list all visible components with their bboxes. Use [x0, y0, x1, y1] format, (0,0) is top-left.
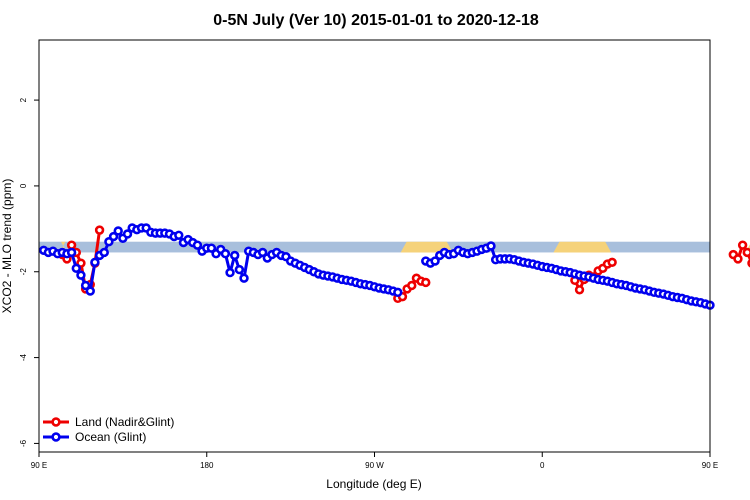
series-ocean — [38, 223, 715, 310]
background-band — [39, 241, 750, 253]
legend-item: Ocean (Glint) — [43, 430, 146, 444]
data-point — [192, 240, 203, 250]
legend-item: Land (Nadir&Glint) — [43, 415, 174, 429]
legend-label: Land (Nadir&Glint) — [75, 415, 174, 429]
band-highlight — [400, 241, 453, 253]
data-point — [407, 280, 417, 291]
data-point — [174, 230, 184, 240]
x-tick-label: 90 E — [702, 461, 718, 470]
legend-marker — [51, 417, 61, 427]
y-tick-label: -6 — [19, 439, 28, 447]
data-point — [85, 286, 95, 296]
data-point — [737, 240, 748, 250]
y-tick-label: 2 — [19, 97, 28, 102]
band-base — [39, 241, 710, 253]
y-tick-label: -4 — [19, 353, 28, 361]
data-point — [122, 229, 133, 239]
data-point — [113, 226, 123, 236]
data-point — [66, 240, 77, 250]
chart-title: 0-5N July (Ver 10) 2015-01-01 to 2020-12… — [213, 12, 539, 29]
band-highlight — [553, 241, 612, 253]
x-axis-label: Longitude (deg E) — [326, 477, 421, 491]
data-point — [99, 247, 109, 258]
data-point — [220, 249, 231, 259]
data-point — [607, 257, 617, 268]
data-point — [90, 257, 100, 268]
data-point — [421, 277, 431, 288]
data-point — [742, 247, 750, 258]
y-tick-label: -2 — [19, 268, 28, 276]
data-point — [230, 250, 240, 261]
data-point — [486, 241, 496, 251]
data-point — [234, 264, 245, 275]
legend-label: Ocean (Glint) — [75, 430, 146, 444]
series-layer — [38, 223, 750, 310]
data-point — [80, 280, 91, 291]
data-point — [76, 270, 86, 280]
data-point — [108, 231, 119, 242]
legend: Land (Nadir&Glint)Ocean (Glint) — [43, 415, 174, 444]
data-point — [94, 225, 105, 235]
x-axis: 90 E 180 90 W 0 90 E — [31, 452, 718, 470]
data-point — [393, 287, 403, 298]
series-line — [732, 243, 750, 263]
y-axis-label: XCO2 - MLO trend (ppm) — [0, 179, 14, 314]
data-point — [733, 254, 743, 264]
data-point — [574, 285, 585, 295]
legend-marker — [51, 432, 61, 442]
data-point — [257, 247, 268, 258]
x-tick-label: 0 — [540, 461, 545, 470]
x-tick-label: 180 — [200, 461, 214, 470]
data-point — [206, 243, 217, 253]
x-tick-label: 90 E — [31, 461, 47, 470]
data-point — [225, 267, 235, 278]
y-axis: 2 0 -2 -4 -6 — [19, 97, 39, 447]
data-point — [239, 273, 249, 283]
x-tick-label: 90 W — [365, 461, 384, 470]
data-point — [66, 247, 77, 258]
y-tick-label: 0 — [19, 183, 28, 188]
data-point — [430, 256, 440, 266]
data-point — [71, 263, 81, 274]
